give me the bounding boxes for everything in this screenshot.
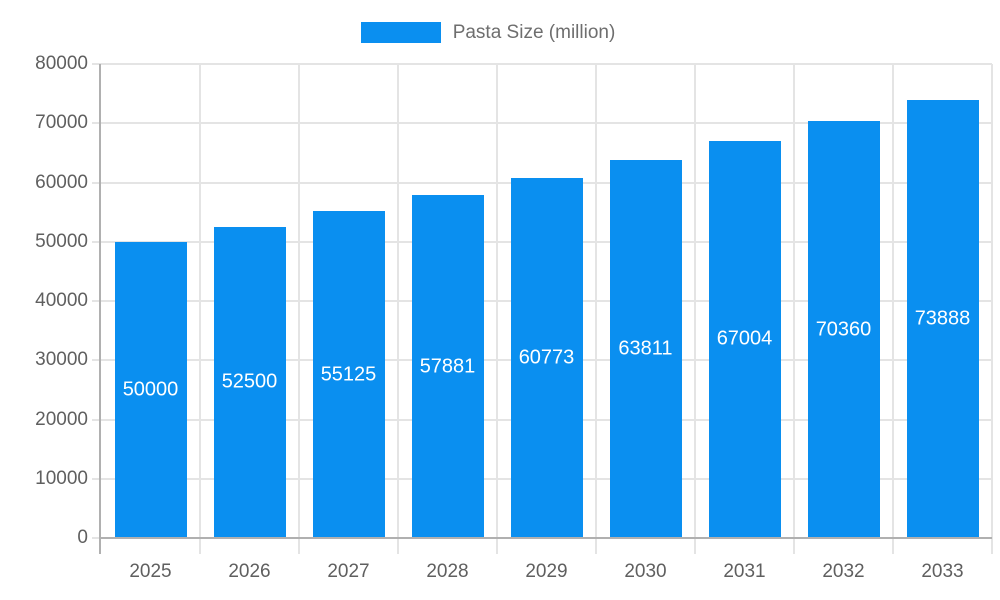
x-gridline [397,64,399,554]
y-axis-label: 60000 [35,171,88,193]
bar-value-label: 73888 [914,307,971,330]
x-gridline [298,64,300,554]
x-axis-label: 2033 [921,561,964,582]
x-gridline [991,64,993,554]
x-gridline [595,64,597,554]
bar[interactable]: 67004 [708,141,781,538]
bar-value-label: 60773 [518,346,575,369]
bar-value-label: 50000 [122,378,179,401]
bar[interactable]: 52500 [213,226,286,538]
y-axis-label: 30000 [35,349,88,371]
y-axis-label: 40000 [35,290,88,311]
x-axis-label: 2028 [426,561,469,582]
x-axis-label: 2027 [327,561,370,582]
bar-value-label: 63811 [618,337,673,360]
x-gridline [793,64,795,554]
bar-value-label: 67004 [716,327,773,350]
y-tick [92,63,101,65]
x-axis-label: 2030 [624,561,667,582]
y-tick [92,181,101,184]
y-gridline [101,63,992,65]
bar[interactable]: 70360 [807,121,880,538]
bar-value-label: 52500 [221,370,278,393]
x-axis-label: 2025 [129,561,172,582]
y-tick [92,537,101,539]
y-axis-label: 50000 [35,230,88,252]
y-axis-label: 10000 [35,467,88,489]
y-tick [92,359,101,362]
bar[interactable]: 55125 [312,211,385,538]
x-axis-label: 2029 [525,561,568,582]
bar[interactable]: 63811 [609,159,682,538]
bar-value-label: 55125 [320,363,377,386]
x-axis-label: 2032 [822,561,865,582]
x-axis-line [99,537,992,539]
bar[interactable]: 60773 [510,177,583,538]
y-axis-label: 70000 [35,112,88,134]
x-gridline [199,64,201,554]
y-tick [92,300,101,302]
bar[interactable]: 57881 [411,195,484,538]
bar-value-label: 57881 [419,355,476,378]
bar[interactable]: 73888 [906,100,979,538]
y-tick [92,240,101,243]
bar-value-label: 70360 [815,318,872,341]
x-axis-label: 2031 [723,561,766,582]
y-tick [92,477,101,480]
y-axis-label: 20000 [35,408,88,430]
legend-label: Pasta Size (million) [452,22,616,43]
y-gridline [101,122,992,125]
y-tick [92,418,101,421]
x-gridline [892,64,894,554]
x-gridline [694,64,696,554]
x-axis-label: 2026 [228,561,271,582]
y-axis-line [99,64,101,554]
y-tick [92,122,101,125]
bar[interactable]: 50000 [114,241,187,538]
legend: Pasta Size (million) [0,22,988,43]
y-axis-label: 80000 [35,53,88,74]
legend-swatch [360,22,441,43]
x-gridline [496,64,498,554]
y-axis-label: 0 [77,527,88,548]
